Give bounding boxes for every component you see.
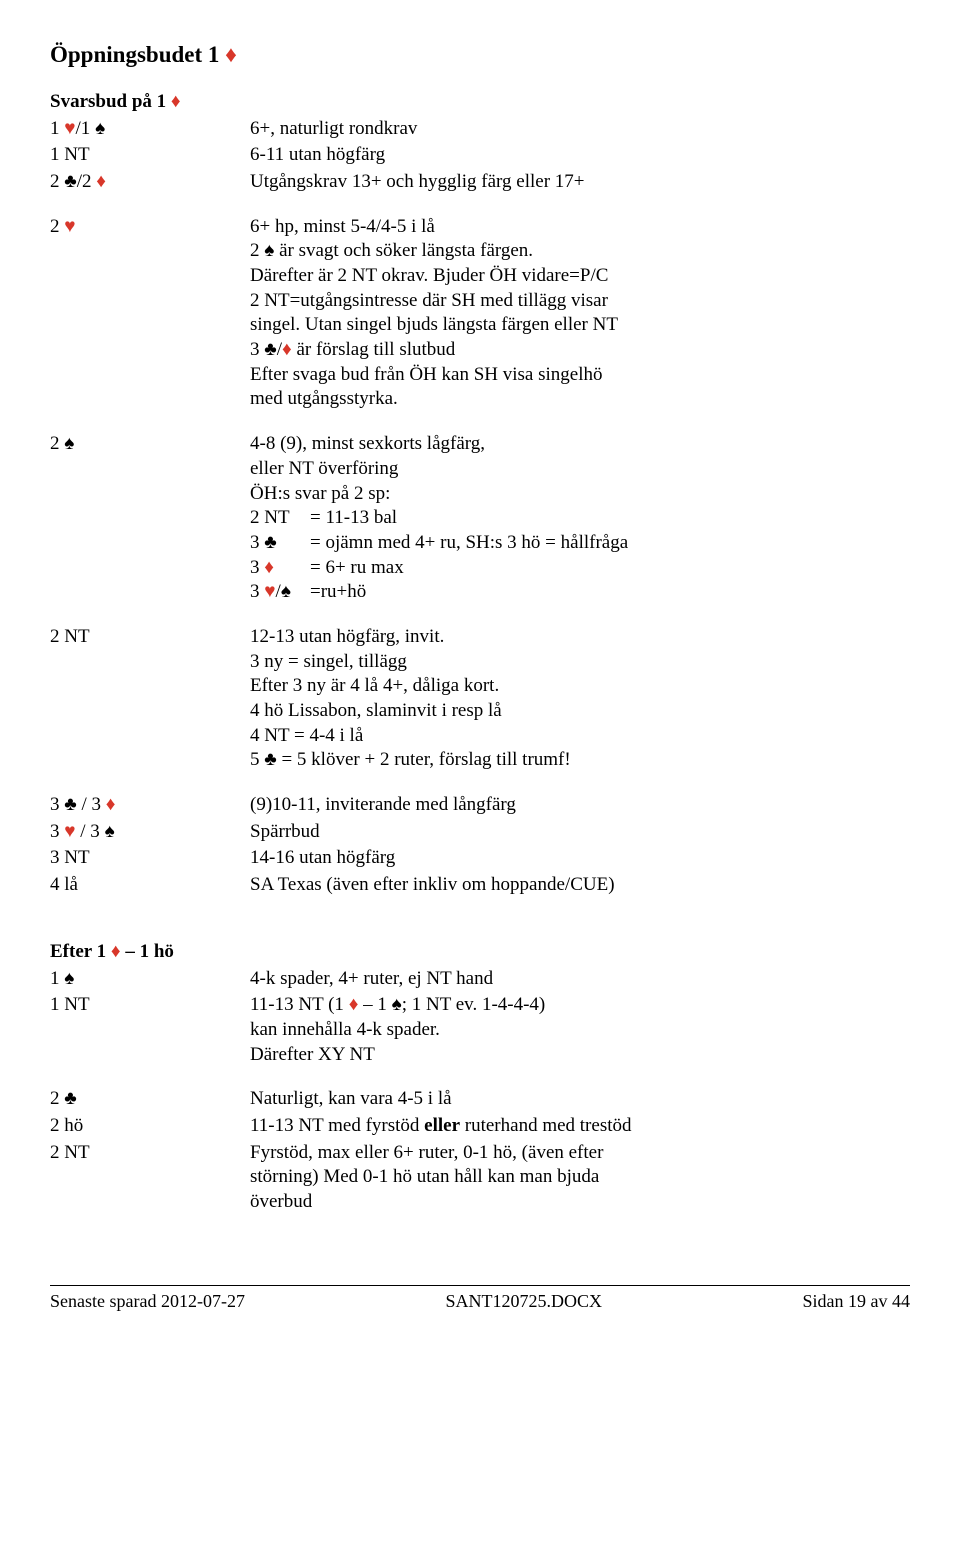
desc-cell: SA Texas (även efter inkliv om hoppande/… <box>250 873 910 898</box>
bid-row: 2 NTFyrstöd, max eller 6+ ruter, 0-1 hö,… <box>50 1141 910 1215</box>
bid-row: 2 ♣Naturligt, kan vara 4-5 i lå <box>50 1087 910 1112</box>
desc-cell: Naturligt, kan vara 4-5 i lå <box>250 1087 910 1112</box>
footer-left: Senaste sparad 2012-07-27 <box>50 1290 245 1313</box>
bid-cell: 1 ♠ <box>50 967 250 992</box>
section3: 2 ♠4-8 (9), minst sexkorts lågfärg,eller… <box>50 432 910 605</box>
bid-cell: 2 ♥ <box>50 215 250 240</box>
desc-cell: 4-8 (9), minst sexkorts lågfärg,eller NT… <box>250 432 910 605</box>
bid-cell: 1 NT <box>50 993 250 1018</box>
desc-cell: 4-k spader, 4+ ruter, ej NT hand <box>250 967 910 992</box>
bid-cell: 4 lå <box>50 873 250 898</box>
bid-row: 1 NT6-11 utan högfärg <box>50 143 910 168</box>
bid-row: 2 ♥6+ hp, minst 5-4/4-5 i lå2 ♠ är svagt… <box>50 215 910 413</box>
bid-cell: 3 NT <box>50 846 250 871</box>
section6-rows: 1 ♠4-k spader, 4+ ruter, ej NT hand1 NT1… <box>50 967 910 1068</box>
desc-cell: 6+, naturligt rondkrav <box>250 117 910 142</box>
bid-cell: 2 ♠ <box>50 432 250 457</box>
section2: 2 ♥6+ hp, minst 5-4/4-5 i lå2 ♠ är svagt… <box>50 215 910 413</box>
bid-row: 1 ♥/1 ♠6+, naturligt rondkrav <box>50 117 910 142</box>
section6-title: Efter 1 ♦ – 1 hö <box>50 940 910 965</box>
page-footer: Senaste sparad 2012-07-27 SANT120725.DOC… <box>50 1285 910 1313</box>
desc-cell: 14-16 utan högfärg <box>250 846 910 871</box>
bid-row: 3 ♥ / 3 ♠Spärrbud <box>50 820 910 845</box>
bid-row: 2 NT12-13 utan högfärg, invit.3 ny = sin… <box>50 625 910 773</box>
bid-cell: 2 hö <box>50 1114 250 1139</box>
bid-row: 2 ♣/2 ♦Utgångskrav 13+ och hygglig färg … <box>50 170 910 195</box>
bid-row: 2 ♠4-8 (9), minst sexkorts lågfärg,eller… <box>50 432 910 605</box>
footer-right: Sidan 19 av 44 <box>803 1290 911 1313</box>
desc-cell: Spärrbud <box>250 820 910 845</box>
section4: 2 NT12-13 utan högfärg, invit.3 ny = sin… <box>50 625 910 773</box>
bid-cell: 2 NT <box>50 1141 250 1166</box>
desc-cell: 11-13 NT (1 ♦ – 1 ♠; 1 NT ev. 1-4-4-4)ka… <box>250 993 910 1067</box>
desc-cell: 11-13 NT med fyrstöd eller ruterhand med… <box>250 1114 910 1139</box>
page-heading: Öppningsbudet 1 ♦ <box>50 40 910 70</box>
section1-rows: 1 ♥/1 ♠6+, naturligt rondkrav1 NT6-11 ut… <box>50 117 910 195</box>
footer-center: SANT120725.DOCX <box>445 1290 602 1313</box>
bid-row: 1 ♠4-k spader, 4+ ruter, ej NT hand <box>50 967 910 992</box>
desc-cell: 6+ hp, minst 5-4/4-5 i lå2 ♠ är svagt oc… <box>250 215 910 413</box>
desc-cell: (9)10-11, inviterande med långfärg <box>250 793 910 818</box>
section7-rows: 2 ♣Naturligt, kan vara 4-5 i lå2 hö11-13… <box>50 1087 910 1214</box>
desc-cell: 6-11 utan högfärg <box>250 143 910 168</box>
bid-cell: 3 ♥ / 3 ♠ <box>50 820 250 845</box>
bid-row: 3 ♣ / 3 ♦(9)10-11, inviterande med långf… <box>50 793 910 818</box>
bid-row: 1 NT11-13 NT (1 ♦ – 1 ♠; 1 NT ev. 1-4-4-… <box>50 993 910 1067</box>
bid-cell: 2 ♣ <box>50 1087 250 1112</box>
bid-row: 2 hö11-13 NT med fyrstöd eller ruterhand… <box>50 1114 910 1139</box>
bid-row: 4 låSA Texas (även efter inkliv om hoppa… <box>50 873 910 898</box>
bid-cell: 2 NT <box>50 625 250 650</box>
bid-row: 3 NT14-16 utan högfärg <box>50 846 910 871</box>
desc-cell: Fyrstöd, max eller 6+ ruter, 0-1 hö, (äv… <box>250 1141 910 1215</box>
desc-cell: 12-13 utan högfärg, invit.3 ny = singel,… <box>250 625 910 773</box>
section5: 3 ♣ / 3 ♦(9)10-11, inviterande med långf… <box>50 793 910 898</box>
bid-cell: 2 ♣/2 ♦ <box>50 170 250 195</box>
desc-cell: Utgångskrav 13+ och hygglig färg eller 1… <box>250 170 910 195</box>
bid-cell: 1 ♥/1 ♠ <box>50 117 250 142</box>
section1-title: Svarsbud på 1 ♦ <box>50 90 910 115</box>
bid-cell: 1 NT <box>50 143 250 168</box>
bid-cell: 3 ♣ / 3 ♦ <box>50 793 250 818</box>
